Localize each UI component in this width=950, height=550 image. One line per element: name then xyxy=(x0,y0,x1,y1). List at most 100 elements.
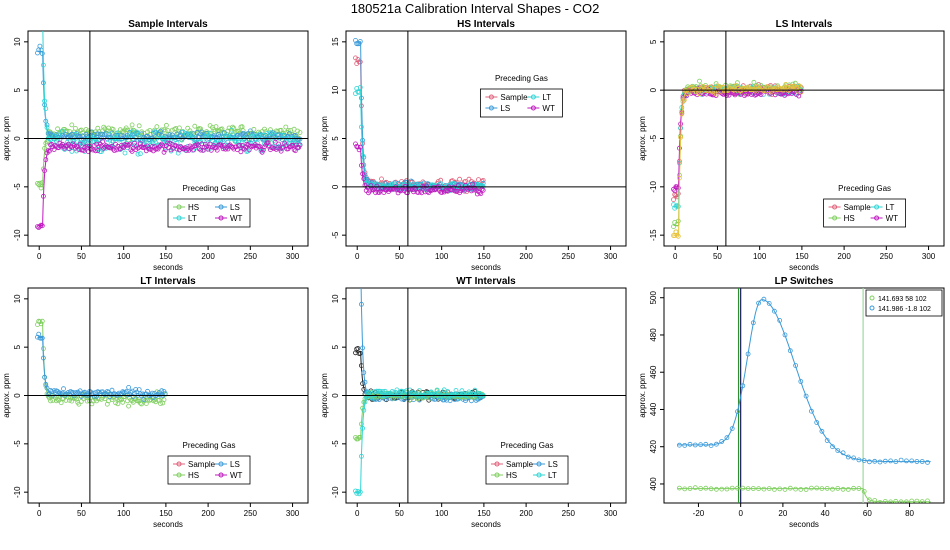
point-yellow xyxy=(733,82,739,88)
point-HS xyxy=(36,181,42,187)
legend-swatch-point xyxy=(536,461,542,467)
point-WT xyxy=(149,144,155,150)
point-HS xyxy=(158,401,163,407)
point-WT xyxy=(353,141,358,147)
point-yellow xyxy=(679,111,685,117)
point-LS xyxy=(94,393,99,399)
point-HS xyxy=(37,180,43,186)
point-WT xyxy=(259,149,265,155)
point-WT xyxy=(467,185,473,191)
x-tick-label: 250 xyxy=(562,252,576,261)
point-green xyxy=(845,486,851,492)
point-HS xyxy=(198,126,204,132)
point-green xyxy=(740,485,746,491)
point-yellow xyxy=(677,175,682,181)
point-LT xyxy=(272,132,278,138)
point-HS xyxy=(119,397,124,403)
y-tick-label: 5 xyxy=(13,87,22,92)
point-HS xyxy=(42,145,47,151)
point-blue xyxy=(766,300,772,306)
legend-label: WT xyxy=(542,104,555,113)
point-LT xyxy=(129,129,135,135)
point-HS xyxy=(55,126,60,132)
point-WT xyxy=(276,141,282,147)
point-LT xyxy=(416,388,422,394)
point-LT xyxy=(134,129,140,135)
point-LS xyxy=(78,394,84,399)
point-LT xyxy=(55,136,60,142)
point-LT xyxy=(70,138,76,144)
point-WT xyxy=(245,142,251,148)
point-green xyxy=(904,499,909,503)
y-axis-label: approx. ppm xyxy=(638,116,647,161)
y-axis-label: approx. ppm xyxy=(2,373,11,418)
point-LS xyxy=(109,130,115,136)
point-HS xyxy=(136,123,142,129)
plot-frame xyxy=(663,287,945,504)
x-tick-label: 100 xyxy=(435,252,449,261)
x-tick-label: 300 xyxy=(286,252,300,261)
point-LT xyxy=(184,131,189,137)
point-green xyxy=(798,486,804,492)
legend-label: LS xyxy=(230,203,240,212)
point-green xyxy=(777,486,783,492)
point-dark xyxy=(357,350,363,356)
point-LS xyxy=(136,387,142,393)
point-LS xyxy=(88,389,94,395)
point-LT xyxy=(435,390,441,396)
point-green xyxy=(682,486,688,492)
x-tick-label: 100 xyxy=(435,509,449,518)
point-green xyxy=(819,486,825,492)
point-WT xyxy=(675,185,681,191)
legend-swatch-point xyxy=(494,461,500,467)
y-axis-label: approx. ppm xyxy=(320,373,329,418)
legend-box xyxy=(865,289,943,317)
point-green xyxy=(692,485,698,491)
point-green xyxy=(761,486,767,492)
chart-title: Sample Intervals xyxy=(128,19,208,30)
point-WT xyxy=(112,148,117,154)
point-LT xyxy=(48,137,53,143)
point-LT xyxy=(370,395,376,401)
point-yellow xyxy=(782,84,788,90)
point-HS xyxy=(230,124,236,130)
legend-label: WT xyxy=(886,214,899,223)
x-tick-label: 100 xyxy=(753,252,767,261)
point-LS xyxy=(74,131,79,136)
point-LS xyxy=(197,134,202,140)
point-LT xyxy=(38,8,42,12)
point-blue xyxy=(851,455,856,461)
point-LT xyxy=(438,181,444,187)
point-LS xyxy=(42,374,47,380)
x-tick-label: 100 xyxy=(117,252,131,261)
point-HS xyxy=(71,396,77,401)
point-blue xyxy=(719,439,725,444)
point-HS xyxy=(176,125,182,131)
legend-swatch-point xyxy=(218,461,224,467)
legend-title: Preceding Gas xyxy=(183,441,236,450)
point-LT xyxy=(44,125,50,130)
point-LS xyxy=(120,389,126,395)
x-tick-label: 0 xyxy=(355,509,360,518)
x-tick-label: 150 xyxy=(795,252,809,261)
point-blue xyxy=(677,442,682,448)
point-blue xyxy=(914,459,920,464)
point-HS xyxy=(415,396,421,402)
point-LT xyxy=(94,139,99,145)
point-WT xyxy=(470,181,476,187)
point-green xyxy=(898,499,904,503)
point-Sample xyxy=(355,57,361,62)
y-tick-label: 500 xyxy=(649,291,658,305)
point-LT xyxy=(233,139,239,145)
point-LT xyxy=(400,394,406,400)
point-LS xyxy=(97,131,103,137)
point-blue xyxy=(893,459,899,465)
point-WT xyxy=(464,185,470,191)
point-WT xyxy=(139,144,145,150)
legend-label: HS xyxy=(188,471,199,480)
point-LT xyxy=(267,130,273,136)
x-tick-label: 250 xyxy=(880,252,894,261)
legend-label: LT xyxy=(188,214,197,223)
x-tick-label: 200 xyxy=(201,252,215,261)
point-green xyxy=(729,485,735,491)
